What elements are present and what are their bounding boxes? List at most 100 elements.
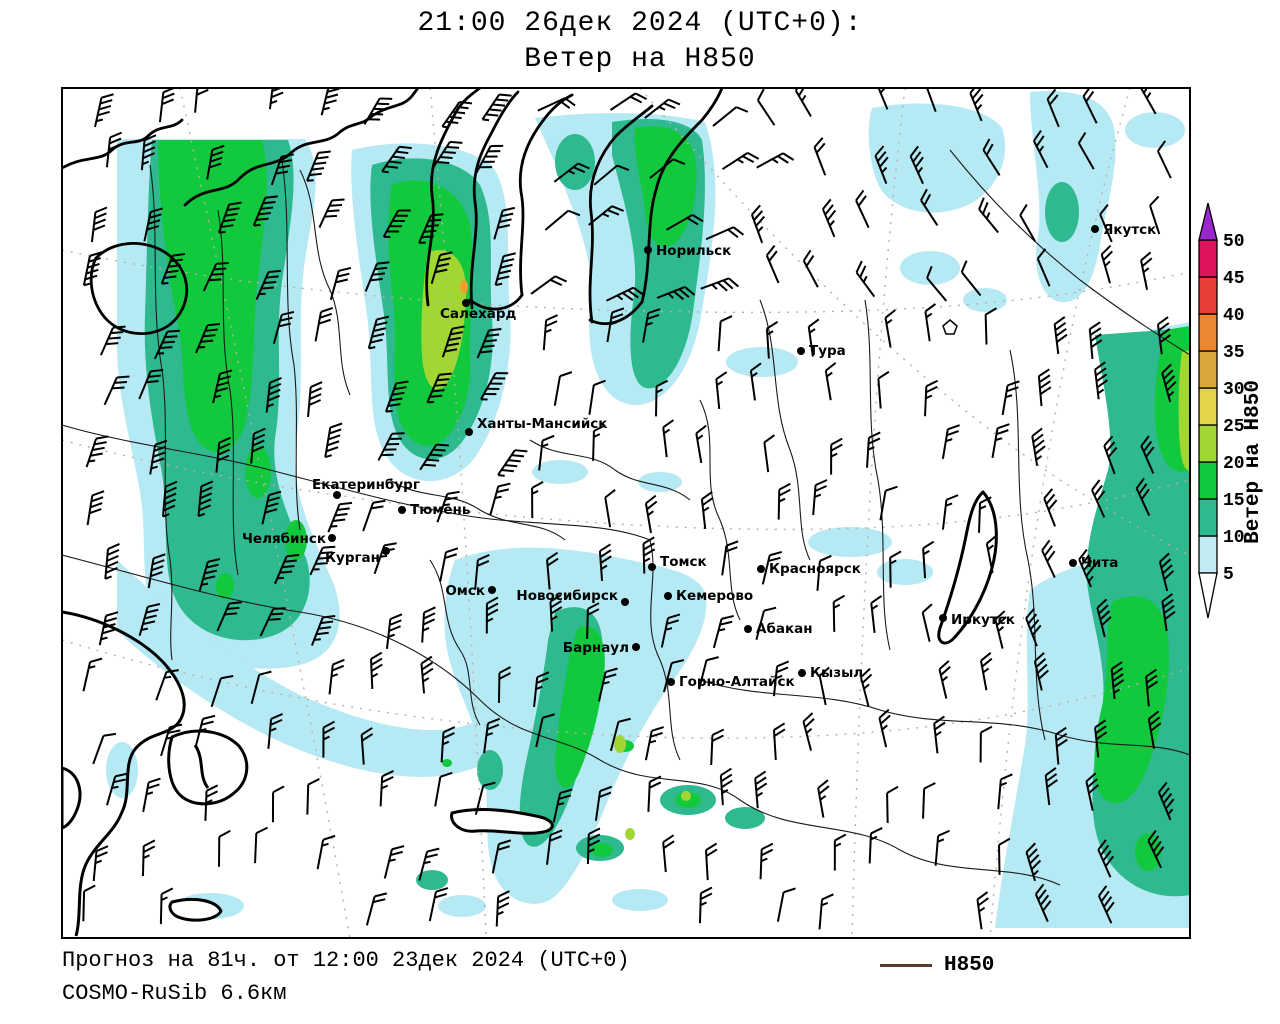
- barb-tick: [435, 887, 449, 893]
- barb-staff: [327, 503, 341, 533]
- graticule-line: [63, 639, 1189, 739]
- wind-barb: [553, 371, 573, 406]
- wind-barb: [586, 827, 601, 865]
- barb-tick: [205, 790, 218, 798]
- wind-barb: [909, 145, 924, 185]
- wind-barb: [310, 614, 336, 646]
- wind-barb: [1110, 661, 1125, 700]
- barb-tick: [1149, 716, 1161, 726]
- barb-tick: [1095, 367, 1107, 377]
- barb-halftick: [442, 125, 450, 129]
- wind-barb: [982, 138, 1001, 176]
- wind-barb: [159, 887, 174, 925]
- barb-tick: [218, 442, 231, 450]
- speed-patch-orange: [460, 280, 468, 294]
- barb-tick: [421, 661, 433, 671]
- border-line: [1009, 349, 1046, 741]
- barb-tick: [279, 316, 293, 322]
- city-label: Чита: [1081, 555, 1118, 571]
- wind-barb: [364, 261, 390, 292]
- barb-halftick: [269, 727, 277, 732]
- barb-tick: [1045, 767, 1057, 777]
- barb-tick: [376, 102, 390, 106]
- city-label: Челябинск: [242, 531, 326, 547]
- barb-tick: [559, 371, 573, 378]
- wind-barb: [1149, 195, 1161, 235]
- barb-halftick: [702, 506, 710, 512]
- barb-staff: [855, 271, 876, 298]
- barb-halftick: [330, 525, 338, 528]
- barb-halftick: [312, 568, 320, 571]
- barb-staff: [776, 892, 785, 922]
- barb-tick: [429, 394, 443, 398]
- barb-tick: [485, 113, 499, 117]
- wind-barb: [1082, 89, 1098, 124]
- barb-tick: [1102, 850, 1112, 862]
- barb-tick: [150, 571, 163, 578]
- barb-halftick: [422, 677, 430, 683]
- barb-tick: [643, 542, 655, 551]
- barb-tick: [1142, 440, 1153, 453]
- barb-halftick: [925, 394, 933, 400]
- barb-staff: [721, 152, 749, 171]
- barb-tick: [381, 776, 394, 784]
- barb-tick: [1038, 669, 1049, 680]
- barb-tick: [153, 445, 167, 452]
- barb-tick: [663, 840, 675, 849]
- barb-tick: [497, 902, 510, 910]
- barb-halftick: [999, 781, 1007, 787]
- barb-tick: [1096, 379, 1109, 389]
- barb-tick: [564, 97, 576, 107]
- barb-tick: [492, 103, 506, 107]
- barb-tick: [1034, 445, 1046, 455]
- barb-tick: [389, 437, 402, 441]
- wind-barb: [960, 260, 982, 297]
- city-label: Кемерово: [676, 588, 753, 604]
- barb-halftick: [833, 603, 841, 609]
- barb-staff: [812, 485, 817, 516]
- barb-tick: [1157, 316, 1169, 326]
- city-dot: [744, 625, 752, 633]
- border-line: [429, 559, 481, 726]
- barb-staff: [721, 545, 728, 576]
- barb-tick: [763, 434, 776, 444]
- barb-tick: [200, 486, 213, 494]
- wind-barb: [141, 839, 156, 877]
- wind-barb: [721, 151, 760, 171]
- wind-barb: [802, 712, 815, 751]
- barb-tick: [1159, 334, 1171, 344]
- barb-halftick: [881, 724, 888, 731]
- barb-halftick: [387, 633, 395, 638]
- barb-tick: [442, 732, 455, 740]
- barb-tick: [152, 559, 165, 566]
- barb-tick: [616, 164, 630, 172]
- wind-barb: [1046, 89, 1060, 128]
- barb-tick: [87, 263, 100, 269]
- barb-tick: [1027, 848, 1038, 859]
- city-dot: [1069, 559, 1077, 567]
- wind-barb: [889, 550, 902, 588]
- wind-barb: [874, 145, 889, 185]
- barb-tick: [599, 785, 613, 792]
- barb-halftick: [422, 627, 430, 632]
- wind-barb: [855, 189, 870, 229]
- wind-barb: [1103, 435, 1118, 475]
- barb-staff: [877, 378, 882, 409]
- barb-staff: [495, 896, 500, 927]
- barb-tick: [1104, 855, 1115, 867]
- barb-tick: [857, 195, 867, 207]
- barb-halftick: [321, 842, 329, 847]
- barb-halftick: [979, 505, 987, 510]
- barb-tick: [434, 383, 448, 387]
- wind-barb: [719, 767, 733, 806]
- barb-staff: [159, 894, 163, 925]
- barb-tick: [334, 512, 348, 517]
- barb-staff: [755, 610, 765, 640]
- barb-tick: [1163, 604, 1175, 615]
- barb-staff: [855, 200, 870, 229]
- barb-halftick: [161, 281, 169, 285]
- barb-tick: [706, 656, 719, 662]
- barb-tick: [327, 434, 341, 441]
- barb-tick: [1036, 248, 1047, 260]
- wind-barb: [497, 666, 512, 703]
